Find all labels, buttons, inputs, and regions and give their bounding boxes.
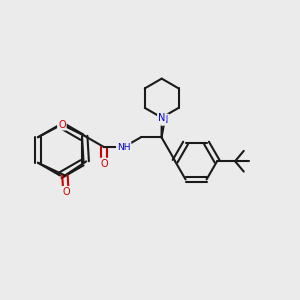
Text: O: O bbox=[62, 187, 70, 197]
Text: NH: NH bbox=[117, 143, 130, 152]
Text: O: O bbox=[58, 119, 66, 130]
Text: N: N bbox=[158, 112, 165, 123]
Text: O: O bbox=[100, 159, 108, 169]
Text: N: N bbox=[161, 115, 168, 125]
